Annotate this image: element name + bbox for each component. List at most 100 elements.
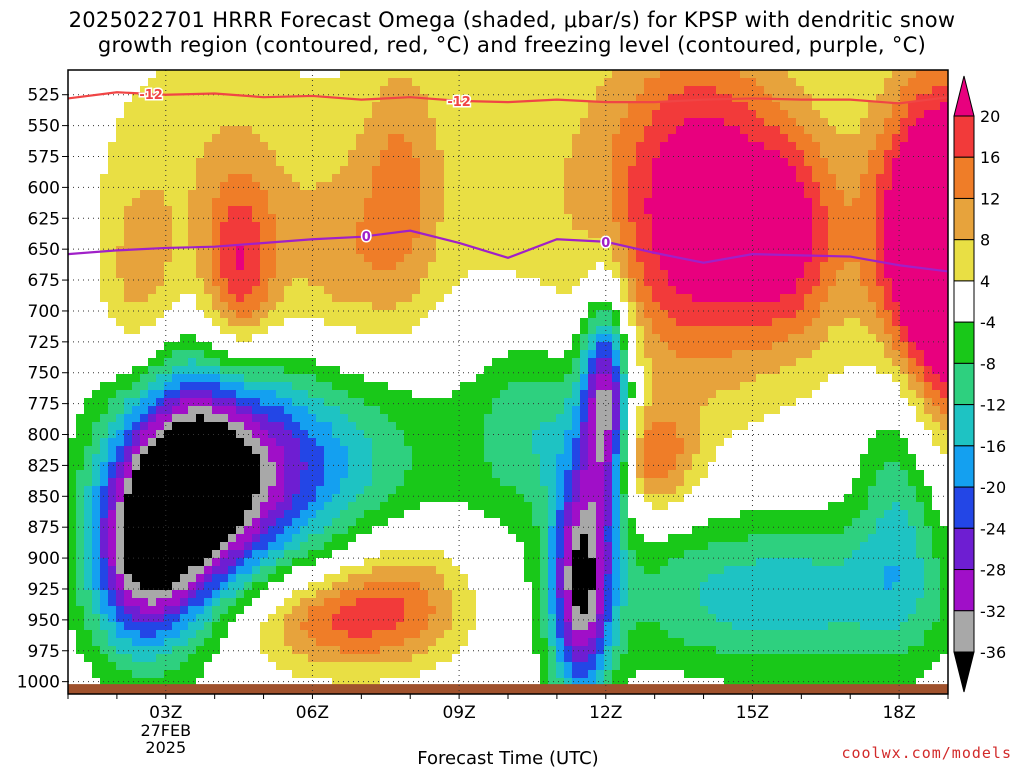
omega-cell [324,502,348,510]
omega-cell [260,518,276,526]
omega-cell [644,126,676,134]
omega-cell [628,590,700,598]
omega-cell [492,406,564,414]
omega-cell [564,374,580,382]
omega-cell [628,390,636,398]
omega-cell [876,262,884,270]
omega-cell [940,406,948,414]
omega-cell [628,278,636,286]
omega-cell [252,550,268,558]
omega-cell [276,222,356,230]
omega-cell [620,638,628,646]
contour-line-0 [67,229,949,273]
omega-cell [92,606,100,614]
omega-cell [348,526,372,534]
omega-cell [708,398,796,406]
omega-cell [244,438,260,446]
omega-cell [252,518,260,526]
omega-cell [892,318,900,326]
omega-cell [804,302,820,310]
omega-cell [284,614,308,622]
omega-cell [532,622,540,630]
omega-cell [180,614,196,622]
omega-cell [68,558,76,566]
omega-cell [76,646,100,654]
omega-cell [452,598,476,606]
omega-cell [652,174,796,182]
omega-cell [188,238,212,246]
omega-cell [276,478,284,486]
omega-cell [228,278,260,286]
omega-cell [676,454,692,462]
omega-cell [564,582,572,590]
omega-cell [308,550,332,558]
omega-cell [276,438,300,446]
omega-cell [580,454,588,462]
omega-cell [636,438,644,446]
omega-cell [812,286,828,294]
omega-cell [452,390,500,398]
omega-cell [172,406,188,414]
omega-cell [220,182,260,190]
x-axis-label: Forecast Time (UTC) [417,748,598,768]
omega-cell [556,550,564,558]
omega-cell [140,374,156,382]
omega-cell [252,566,260,574]
omega-cell [332,518,356,526]
omega-cell [252,310,268,318]
omega-cell [612,158,636,166]
omega-cell [788,110,820,118]
omega-cell [884,118,900,126]
omega-cell [260,454,268,462]
colorbar-bin [953,156,975,199]
omega-cell [116,118,364,126]
omega-cell [156,398,164,406]
omega-cell [228,302,260,310]
omega-cell [628,270,644,278]
omega-cell [564,430,580,438]
omega-cell [92,542,100,550]
omega-cell [316,486,340,494]
omega-cell [620,510,628,518]
omega-cell [100,286,124,294]
omega-cell [612,358,620,366]
omega-cell [268,446,284,454]
omega-cell [588,382,596,390]
omega-cell [612,182,628,190]
omega-cell [844,494,868,502]
omega-cell [620,558,628,566]
omega-cell [644,342,668,350]
omega-cell [308,654,412,662]
omega-cell [604,534,612,542]
omega-cell [84,446,100,454]
omega-cell [812,222,828,230]
omega-cell [84,582,92,590]
omega-cell [404,638,436,646]
omega-cell [620,486,628,494]
omega-cell [916,606,940,614]
omega-cell [220,614,236,622]
omega-cell [604,574,612,582]
omega-cell [588,670,596,678]
omega-cell [516,534,540,542]
omega-cell [932,382,948,390]
omega-cell [828,230,876,238]
omega-cell [84,566,92,574]
omega-cell [572,582,596,590]
omega-cell [428,102,588,110]
omega-cell [764,86,804,94]
omega-cell [652,326,804,334]
omega-cell [508,526,540,534]
omega-cell [604,486,612,494]
omega-cell [172,206,188,214]
omega-cell [580,518,596,526]
omega-cell [908,126,948,134]
omega-cell [252,582,268,590]
omega-cell [940,614,948,622]
omega-cell [644,446,684,454]
omega-cell [436,222,572,230]
omega-cell [220,270,260,278]
omega-cell [940,574,948,582]
omega-cell [308,518,332,526]
